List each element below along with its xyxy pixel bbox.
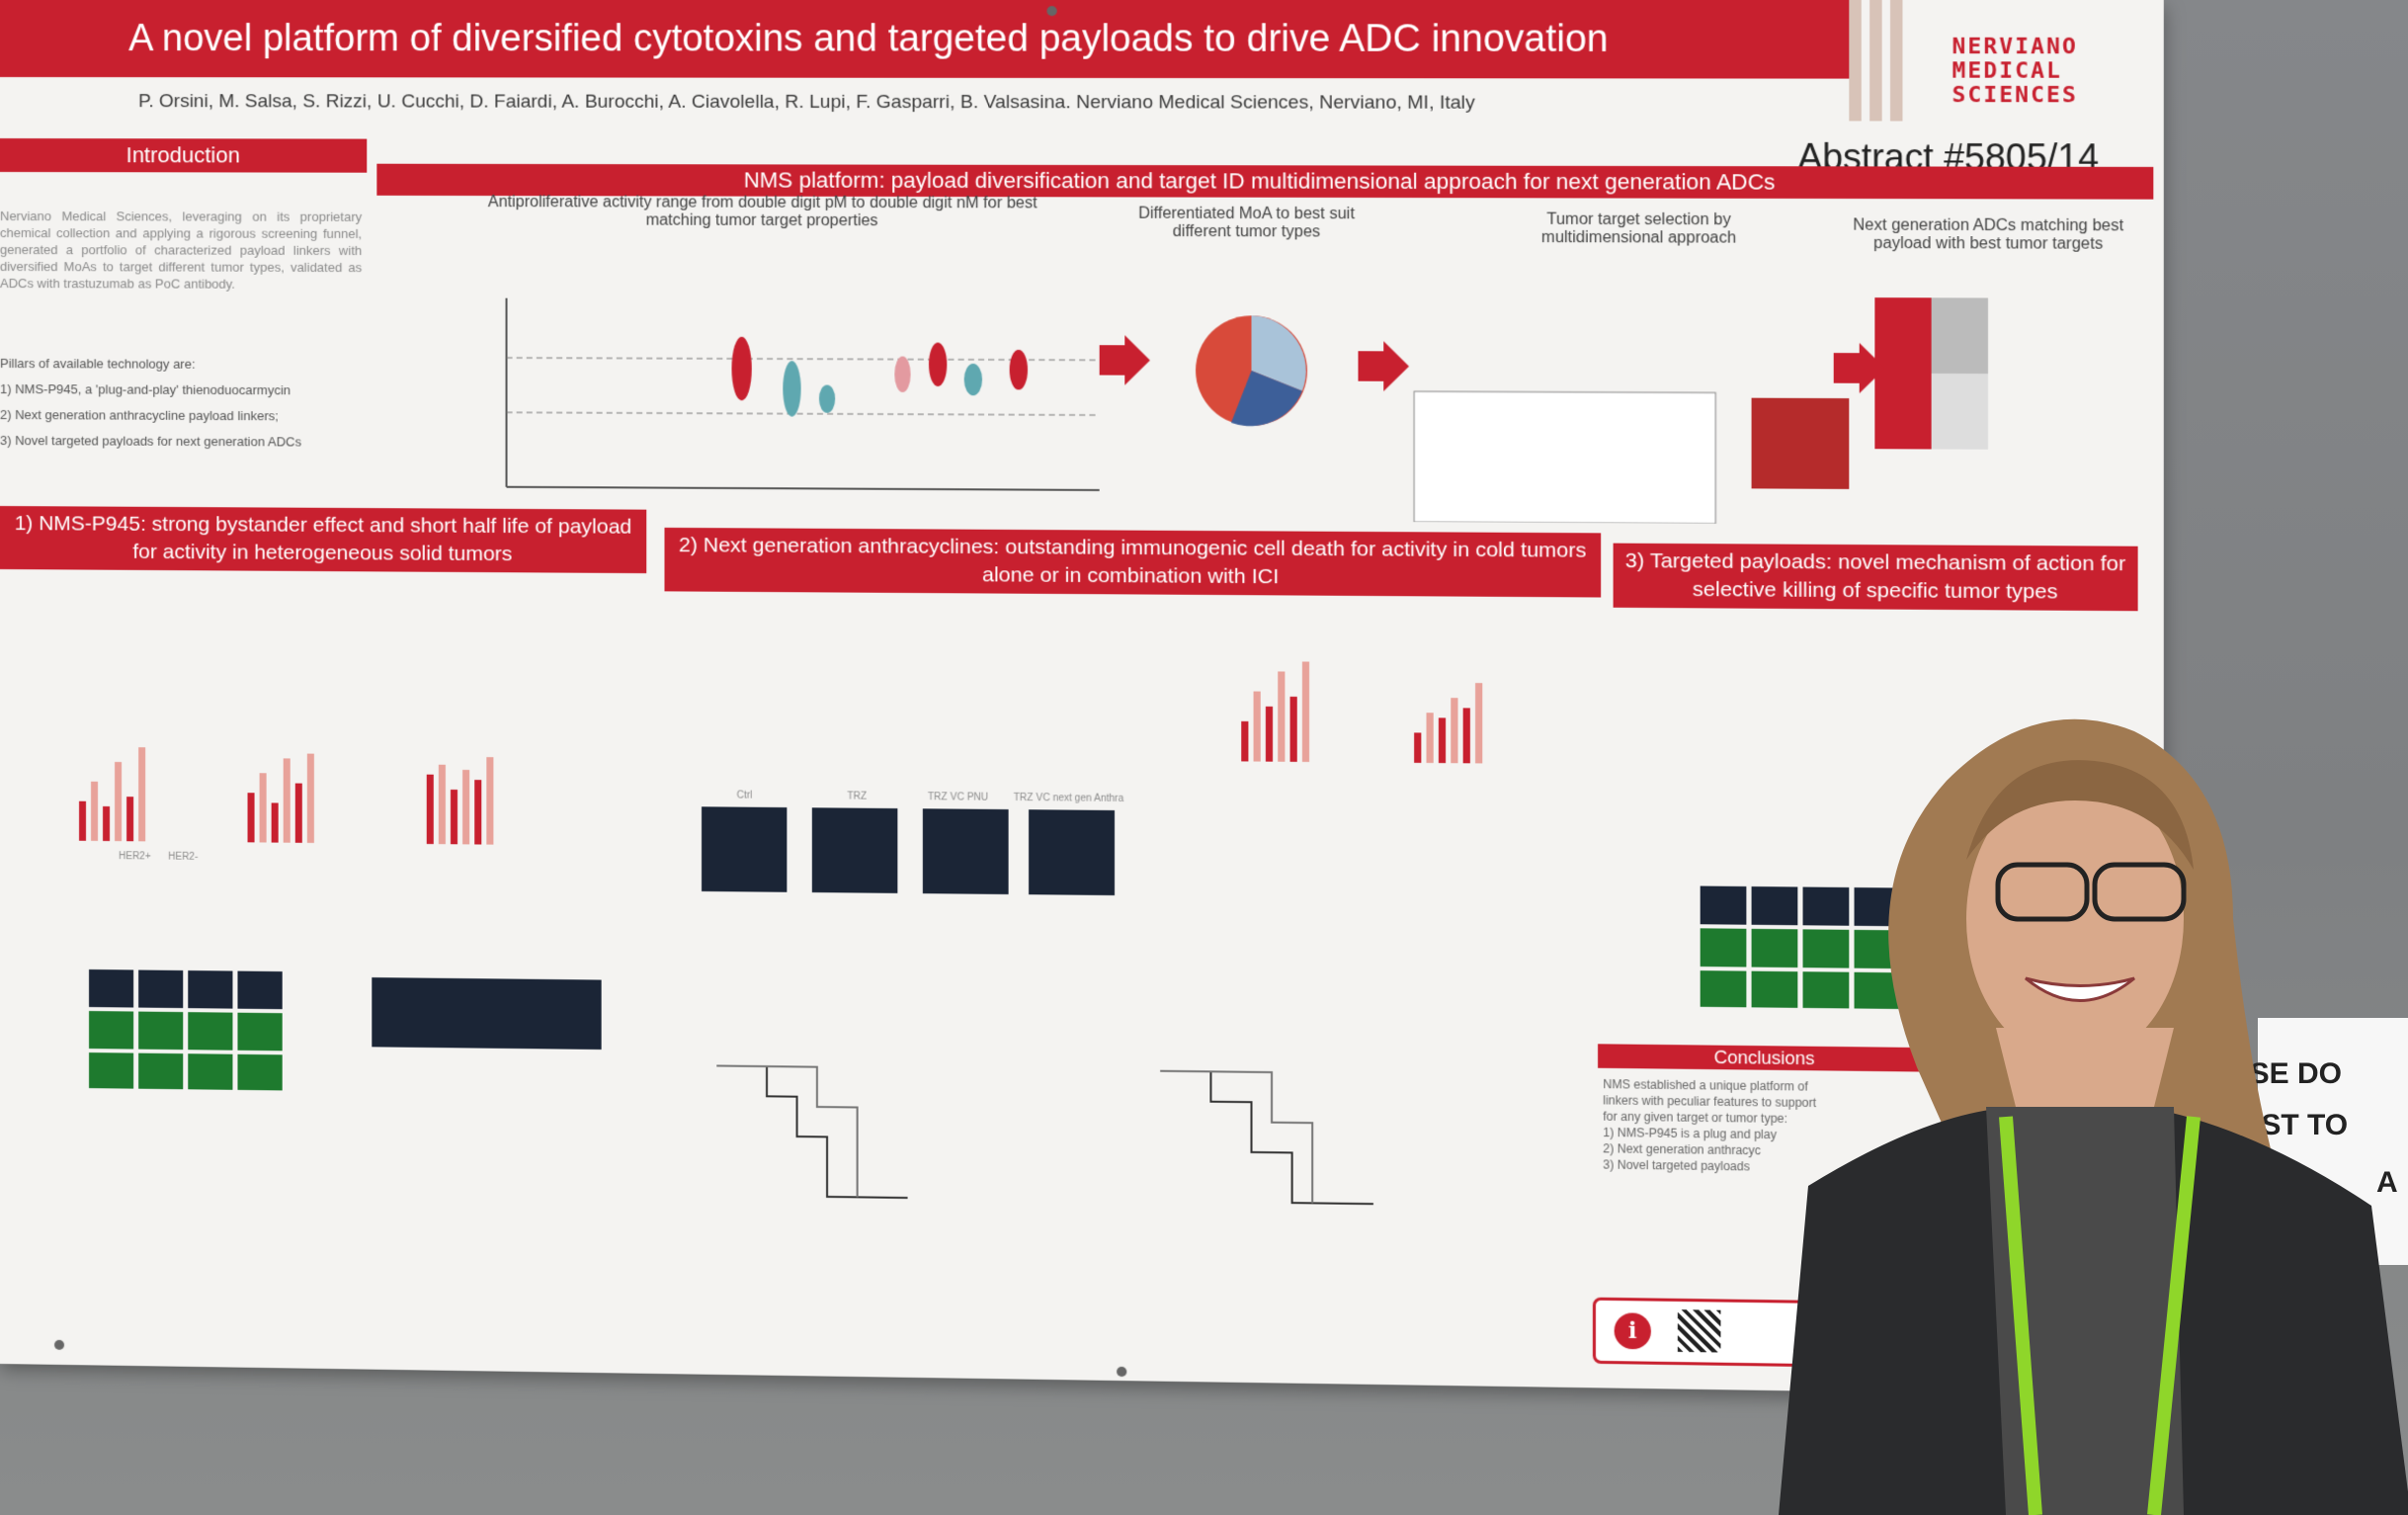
micro-label-trz-vc-anthra: TRZ VC next gen Anthra — [1013, 792, 1124, 804]
micro-trz-vc-anthra — [1029, 809, 1116, 896]
axis-label-her2-neg: HER2- — [168, 851, 199, 863]
poster-title: A novel platform of diversified cytotoxi… — [0, 0, 1855, 79]
qr-code-icon — [1677, 1309, 1721, 1353]
section-1-micro-strip — [372, 977, 602, 1051]
micro-label-ctrl: Ctrl — [736, 790, 753, 801]
presenter-photo — [1779, 718, 2408, 1515]
nerviano-logo: NERVIANO MEDICAL SCIENCES — [1951, 34, 2078, 109]
push-pin-bottom-mid — [1117, 1366, 1127, 1378]
scientific-poster: A novel platform of diversified cytotoxi… — [0, 0, 2164, 1396]
micro-label-trz-vc-pnu: TRZ VC PNU — [927, 792, 989, 803]
section-1-micro-grid — [89, 968, 288, 1091]
section-2-heading: 2) Next generation anthracyclines: outst… — [664, 527, 1602, 598]
push-pin-bottom-left — [53, 1339, 65, 1350]
author-list: P. Orsini, M. Salsa, S. Rizzi, U. Cucchi… — [138, 91, 1475, 114]
platform-graphics — [376, 248, 1989, 526]
micro-trz-vc-pnu — [922, 808, 1009, 894]
decorative-stripes — [1849, 0, 1910, 122]
introduction-heading: Introduction — [0, 138, 368, 173]
platform-sub-1: Antiproliferative activity range from do… — [487, 194, 1038, 230]
push-pin-top — [1046, 6, 1057, 17]
platform-sub-3: Tumor target selection by multidimension… — [1541, 210, 1737, 247]
platform-sub-4: Next generation ADCs matching best paylo… — [1853, 216, 2124, 253]
section-2-bar-charts — [1231, 651, 1577, 764]
micro-ctrl — [702, 806, 788, 892]
platform-sub-2: Differentiated MoA to best suit differen… — [1138, 205, 1355, 241]
section-3-heading: 3) Targeted payloads: novel mechanism of… — [1613, 543, 2138, 612]
info-icon: i — [1614, 1312, 1651, 1350]
pillars-list: Pillars of available technology are: 1) … — [0, 356, 302, 450]
section-1-bar-charts — [59, 731, 576, 845]
axis-label-her2-pos: HER2+ — [119, 851, 151, 863]
micro-label-trz: TRZ — [847, 791, 868, 802]
introduction-text: Nerviano Medical Sciences, leveraging on… — [0, 209, 363, 292]
section-1-heading: 1) NMS-P945: strong bystander effect and… — [0, 506, 647, 574]
section-2-survival-curves — [706, 1055, 1577, 1226]
micro-trz — [811, 807, 898, 893]
